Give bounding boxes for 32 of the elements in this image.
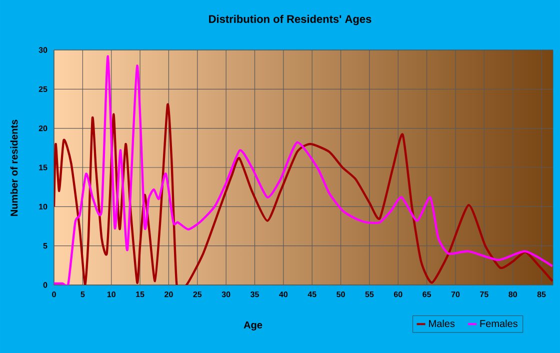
legend-label: Males <box>429 320 455 328</box>
line-series <box>54 55 553 285</box>
x-tick-label: 10 <box>107 292 116 298</box>
y-tick-label: 30 <box>38 47 48 53</box>
x-tick-label: 0 <box>52 292 56 298</box>
x-tick-label: 70 <box>451 292 460 298</box>
x-tick-label: 65 <box>422 292 432 298</box>
x-tick-label: 85 <box>537 292 546 298</box>
x-tick-label: 50 <box>336 292 345 298</box>
x-tick-label: 60 <box>394 292 402 298</box>
chart-title: Distribution of Residents' Ages <box>209 14 372 26</box>
legend-label: Females <box>480 320 518 328</box>
y-tick-label: 0 <box>43 282 48 288</box>
line-series <box>54 104 553 285</box>
y-axis-title: Number of residents <box>10 120 18 216</box>
x-tick-label: 45 <box>308 292 316 298</box>
y-tick-label: 25 <box>38 86 48 92</box>
y-tick-label: 10 <box>39 204 48 210</box>
x-tick-label: 75 <box>480 292 488 298</box>
x-tick-label: 30 <box>222 292 230 298</box>
x-axis-title: Age <box>244 321 262 330</box>
x-tick-label: 20 <box>164 292 173 298</box>
x-tick-label: 35 <box>250 292 259 298</box>
x-tick-label: 5 <box>80 292 85 298</box>
x-tick-label: 55 <box>365 292 374 298</box>
x-tick-label: 80 <box>508 292 517 298</box>
x-tick-label: 40 <box>279 292 288 298</box>
x-tick-label: 15 <box>136 292 144 298</box>
y-tick-label: 5 <box>43 243 48 249</box>
x-tick-label: 25 <box>193 292 202 298</box>
y-tick-label: 15 <box>39 164 48 170</box>
y-tick-label: 20 <box>38 125 48 132</box>
